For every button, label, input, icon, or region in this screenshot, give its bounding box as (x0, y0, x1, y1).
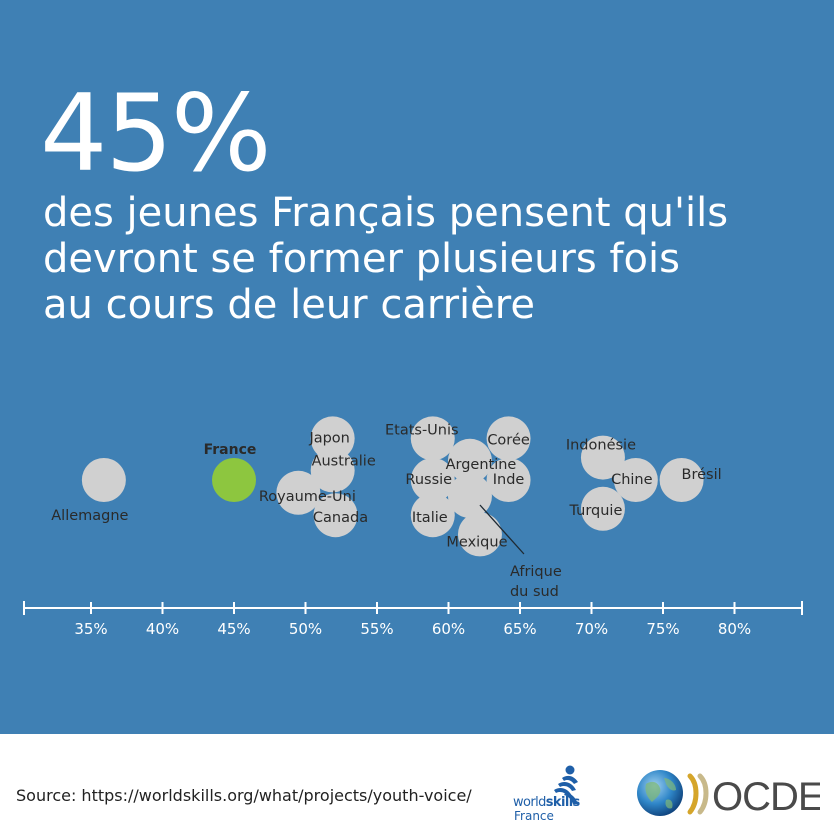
infographic-panel: 45% des jeunes Français pensent qu'ils d… (0, 0, 834, 734)
x-tick-label-55: 55% (360, 620, 393, 638)
label-japon: Japon (308, 430, 349, 446)
label-bresil: Brésil (682, 467, 722, 483)
x-tick-label-40: 40% (146, 620, 179, 638)
point-japon (310, 416, 355, 461)
x-tick-label-80: 80% (718, 620, 751, 638)
point-italie (410, 493, 455, 538)
point-indonesie (580, 435, 625, 480)
point-inde (486, 458, 531, 502)
bubble-chart: 35% 40% 45% 50% 55% 60% 65% 70% 75% 80% Allemagne… (23, 416, 803, 638)
headline-line-1: des jeunes Français pensent qu'ils (43, 190, 729, 236)
label-inde: Inde (493, 472, 525, 488)
point-canada (313, 493, 358, 538)
point-argentine (447, 438, 492, 483)
point-bresil (659, 458, 704, 502)
label-turquie: Turquie (568, 503, 622, 519)
x-tick-label-45: 45% (217, 620, 250, 638)
label-mexique: Mexique (446, 534, 507, 550)
label-canada: Canada (313, 510, 368, 526)
headline-text: des jeunes Français pensent qu'ils devro… (43, 190, 823, 328)
x-axis (23, 601, 803, 615)
label-afrique-du-sud: Afrique du sud (510, 564, 562, 600)
point-russie (410, 458, 455, 502)
globe-icon (637, 770, 683, 816)
label-russie: Russie (405, 472, 452, 488)
x-tick-label-50: 50% (289, 620, 322, 638)
label-italie: Italie (412, 510, 448, 526)
point-france (212, 458, 256, 502)
x-tick-label-70: 70% (575, 620, 608, 638)
label-coree: Corée (487, 432, 530, 448)
point-royaume-uni (276, 470, 321, 515)
oecd-wordmark: OCDE (712, 775, 820, 819)
source-text: Source: https://worldskills.org/what/pro… (16, 786, 472, 805)
label-chine: Chine (611, 472, 653, 488)
afrique-du-sud-leader-line (479, 504, 525, 555)
point-chine (613, 458, 658, 502)
x-tick-label-65: 65% (503, 620, 536, 638)
worldskills-world-text: world (513, 795, 546, 810)
point-allemagne (81, 458, 126, 502)
worldskills-skills-text: skills (546, 795, 581, 810)
label-argentine: Argentine (446, 457, 517, 473)
footer: Source: https://worldskills.org/what/pro… (0, 734, 834, 834)
point-australie (310, 448, 355, 493)
label-indonesie: Indonésie (566, 438, 636, 454)
worldskills-country-text: France (514, 809, 554, 823)
data-labels: Allemagne France Royaume-Uni Japon Australie… (51, 422, 721, 600)
label-australie: Australie (312, 453, 376, 469)
data-points (81, 416, 704, 557)
oecd-arcs-icon (687, 773, 709, 815)
headline-line-3: au cours de leur carrière (43, 282, 535, 328)
worldskills-figure-icon (554, 765, 578, 804)
x-tick-label-35: 35% (74, 620, 107, 638)
x-tick-label-60: 60% (432, 620, 465, 638)
point-etats-unis (410, 416, 455, 461)
headline-percentage: 45% (40, 72, 272, 195)
point-mexique (457, 512, 502, 557)
label-royaume-uni: Royaume-Uni (259, 489, 356, 505)
headline-line-2: devront se former plusieurs fois (43, 236, 680, 282)
point-turquie (580, 486, 625, 531)
x-axis-ticks: 35% 40% 45% 50% 55% 60% 65% 70% 75% 80% (74, 602, 751, 638)
point-coree (486, 416, 531, 461)
label-etats-unis: Etats-Unis (385, 422, 459, 438)
x-tick-label-75: 75% (646, 620, 679, 638)
worldskills-wordmark: worldskills (513, 795, 581, 810)
label-france: France (204, 442, 257, 458)
label-allemagne: Allemagne (51, 508, 128, 524)
oecd-logo: OCDE (637, 770, 820, 819)
worldskills-france-logo: worldskills France (513, 765, 581, 823)
